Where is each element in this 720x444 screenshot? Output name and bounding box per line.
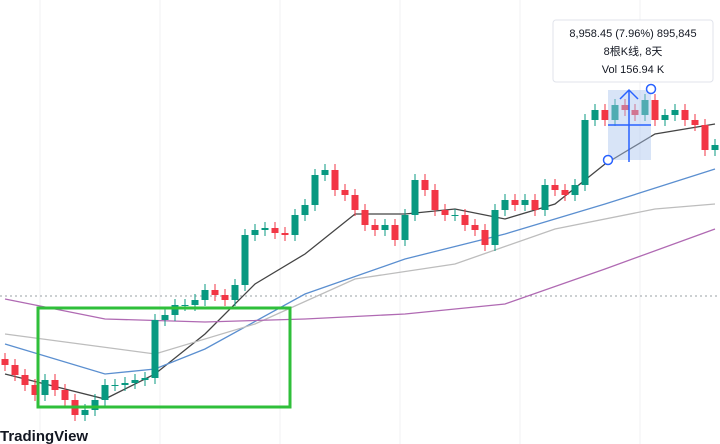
candle-body xyxy=(251,230,259,235)
candle-body xyxy=(361,210,369,225)
candle-body xyxy=(171,305,179,315)
candle-body xyxy=(321,170,329,175)
candle-body xyxy=(261,228,269,230)
candle-body xyxy=(571,185,579,195)
candle-body xyxy=(211,290,219,295)
candle-body xyxy=(561,190,569,195)
candle-body xyxy=(241,235,249,285)
candle-body xyxy=(201,290,209,300)
candle-body xyxy=(41,380,49,395)
candle-body xyxy=(551,185,559,190)
measure-handle[interactable] xyxy=(645,83,657,95)
candle-body xyxy=(691,120,699,125)
candle-body xyxy=(411,180,419,215)
candle-body xyxy=(391,225,399,240)
candle-body xyxy=(381,225,389,230)
candle-body xyxy=(141,378,149,380)
candle-body xyxy=(621,105,629,110)
candle-body xyxy=(611,105,619,120)
candle-body xyxy=(341,190,349,195)
candle-body xyxy=(661,115,669,120)
tooltip-line: 8根K线, 8天 xyxy=(604,44,663,58)
moving-averages xyxy=(4,123,716,400)
candle-body xyxy=(701,125,709,150)
candle-body xyxy=(541,185,549,210)
candle-body xyxy=(481,230,489,245)
measure-arrow-head xyxy=(619,88,639,100)
candle-body xyxy=(441,210,449,215)
candle-body xyxy=(311,175,319,205)
moving-average xyxy=(4,168,716,375)
candle-body xyxy=(281,233,289,235)
candle-body xyxy=(101,385,109,400)
candle-body xyxy=(161,315,169,320)
candle-body xyxy=(401,215,409,240)
candle-body xyxy=(651,100,659,120)
candle-body xyxy=(371,225,379,230)
candle-body xyxy=(181,305,189,306)
candle-body xyxy=(351,195,359,210)
candle-body xyxy=(61,390,69,400)
moving-average xyxy=(4,203,716,355)
candle-body xyxy=(511,200,519,205)
measure-tooltip xyxy=(552,19,714,83)
candle-body xyxy=(461,215,469,225)
candle-body xyxy=(51,380,59,390)
candle-body xyxy=(711,145,719,150)
candle-body xyxy=(1,359,9,365)
candle-body xyxy=(491,210,499,245)
candle-body xyxy=(531,200,539,210)
candle-body xyxy=(681,110,689,120)
candle-body xyxy=(121,383,129,385)
candle-body xyxy=(431,190,439,210)
tooltip-line: 8,958.45 (7.96%) 895,845 xyxy=(569,28,696,40)
candle-body xyxy=(421,180,429,190)
candle-body xyxy=(501,200,509,210)
candle-body xyxy=(671,110,679,115)
moving-average xyxy=(4,228,716,323)
candle-body xyxy=(221,295,229,300)
candle-body xyxy=(231,285,239,300)
candle-body xyxy=(631,110,639,115)
candle-body xyxy=(271,228,279,233)
candles xyxy=(1,94,719,421)
tooltip-line: Vol 156.94 K xyxy=(602,64,665,76)
candle-body xyxy=(151,320,159,378)
candle-body xyxy=(81,410,89,415)
candle-body xyxy=(11,365,19,375)
candle-body xyxy=(191,300,199,305)
candle-body xyxy=(591,110,599,120)
candle-body xyxy=(31,385,39,395)
candle-body xyxy=(451,215,459,216)
watermark: TradingView xyxy=(0,428,88,444)
candle-body xyxy=(291,215,299,235)
candle-body xyxy=(331,170,339,190)
candle-body xyxy=(521,200,529,205)
candle-body xyxy=(111,385,119,386)
candle-body xyxy=(131,380,139,383)
highlight-box xyxy=(36,306,292,409)
candle-body xyxy=(91,400,99,410)
measure-handle[interactable] xyxy=(602,154,614,166)
candle-body xyxy=(471,225,479,230)
candle-body xyxy=(581,120,589,185)
candle-body xyxy=(641,100,649,115)
grid xyxy=(39,0,641,444)
candle-body xyxy=(301,205,309,215)
candle-body xyxy=(601,110,609,120)
candle-body xyxy=(21,375,29,385)
moving-average xyxy=(4,123,716,400)
